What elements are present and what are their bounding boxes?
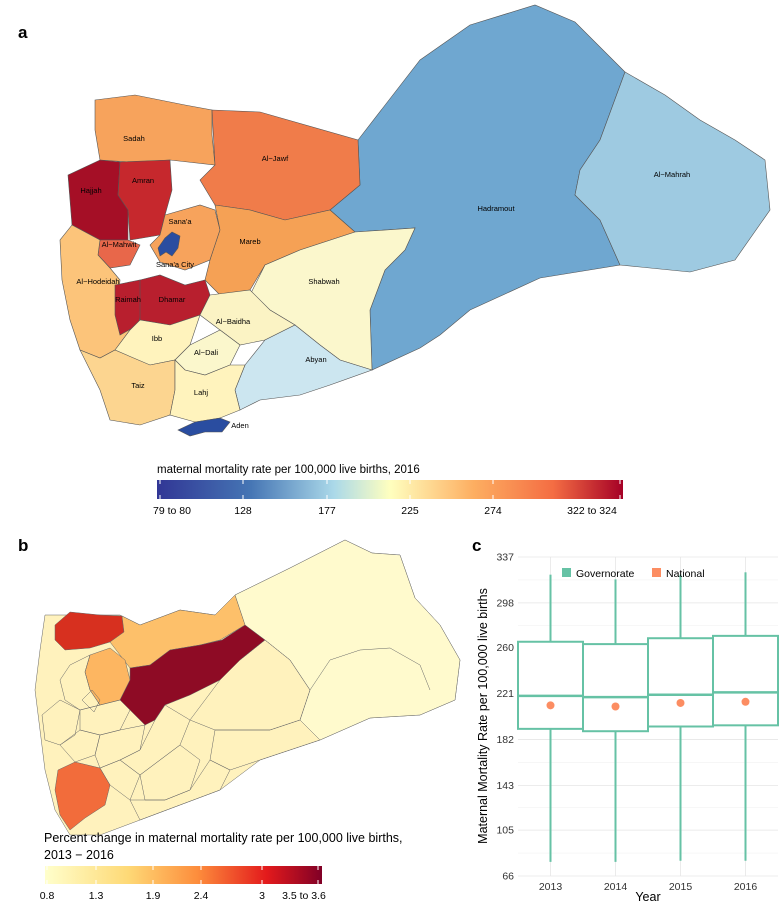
panel-a-label: a xyxy=(18,23,28,42)
legend-b-tick: 1.9 xyxy=(146,890,161,902)
label-albaidha: Al−Baidha xyxy=(216,317,251,326)
label-almahrah: Al−Mahrah xyxy=(654,170,690,179)
legend-b-subtitle: 2013 − 2016 xyxy=(44,848,114,862)
label-taiz: Taiz xyxy=(131,381,145,390)
plot-c-boxes xyxy=(517,572,779,862)
national-point xyxy=(611,702,620,711)
map-b-borders xyxy=(41,639,431,821)
national-point xyxy=(741,697,750,706)
label-aldali: Al−Dali xyxy=(194,348,218,357)
region-sanaa[interactable] xyxy=(149,204,221,271)
legend-b-tick: 3 xyxy=(259,890,265,902)
legend-b-tick: 2.4 xyxy=(194,890,209,902)
legend-governorate-label: Governorate xyxy=(576,568,635,580)
plot-c-x-tick-labels: 2013 2014 2015 2016 xyxy=(539,881,758,893)
plot-c-legend: Governorate National xyxy=(562,568,705,580)
y-tick-label: 221 xyxy=(496,688,514,700)
label-dhamar: Dhamar xyxy=(159,295,186,304)
x-tick-label: 2015 xyxy=(669,881,693,893)
y-tick-label: 260 xyxy=(496,642,514,654)
legend-a-tick: 177 xyxy=(318,505,336,517)
label-alhodeidah: Al−Hodeidah xyxy=(76,277,119,286)
label-amran: Amran xyxy=(132,176,154,185)
legend-b-title: Percent change in maternal mortality rat… xyxy=(44,831,403,845)
national-point xyxy=(676,698,685,707)
region-sanaacity[interactable] xyxy=(157,231,181,257)
label-lahj: Lahj xyxy=(194,388,209,397)
plot-c-national-points xyxy=(546,697,750,711)
legend-governorate-key xyxy=(562,568,571,577)
panel-b-label: b xyxy=(18,536,28,555)
plot-c-y-axis-title: Maternal Mortality Rate per 100,000 live… xyxy=(476,588,490,844)
region-lahj[interactable] xyxy=(169,359,246,423)
label-hadramout: Hadramout xyxy=(477,204,515,213)
x-tick-label: 2014 xyxy=(604,881,628,893)
legend-national-key xyxy=(652,568,661,577)
label-almahwit: Al−Mahwit xyxy=(102,240,138,249)
box-iqr xyxy=(712,634,779,727)
label-ibb: Ibb xyxy=(152,334,162,343)
legend-b-ticks xyxy=(46,866,319,884)
legend-national-label: National xyxy=(666,568,705,580)
map-a-region-labels: Sadah Al−Jawf Hajjah Amran Sana'a Al−Mah… xyxy=(76,134,690,430)
y-tick-label: 182 xyxy=(496,734,514,746)
region-abyan[interactable] xyxy=(234,324,373,411)
box-iqr xyxy=(647,637,714,728)
y-tick-label: 143 xyxy=(496,780,514,792)
legend-a-ticks xyxy=(159,480,621,499)
legend-a-tick: 225 xyxy=(401,505,419,517)
region-aljawf[interactable] xyxy=(199,109,361,221)
panel-a: a xyxy=(18,4,771,517)
label-sadah: Sadah xyxy=(123,134,145,143)
legend-a: maternal mortality rate per 100,000 live… xyxy=(153,464,623,517)
y-tick-label: 298 xyxy=(496,597,514,609)
x-tick-label: 2013 xyxy=(539,881,563,893)
legend-b-tick: 0.8 xyxy=(40,890,55,902)
box-iqr xyxy=(582,643,649,733)
legend-b: Percent change in maternal mortality rat… xyxy=(40,831,403,902)
label-shabwah: Shabwah xyxy=(308,277,339,286)
region-sadah[interactable] xyxy=(94,94,216,166)
legend-a-tick: 79 to 80 xyxy=(153,505,191,517)
label-hajjah: Hajjah xyxy=(80,186,101,195)
legend-b-colorbar xyxy=(45,866,322,884)
national-point xyxy=(546,701,555,710)
legend-a-colorbar xyxy=(157,480,623,499)
legend-b-tick-labels: 0.8 1.3 1.9 2.4 3 3.5 to 3.6 xyxy=(40,890,326,902)
map-b xyxy=(34,539,461,836)
label-sanaacity: Sana'a City xyxy=(156,260,194,269)
panel-b: b xyxy=(18,536,461,902)
legend-b-tick: 3.5 to 3.6 xyxy=(282,890,326,902)
region-aden[interactable] xyxy=(177,417,231,437)
y-tick-label: 66 xyxy=(502,871,514,883)
legend-a-tick: 128 xyxy=(234,505,252,517)
label-raimah: Raimah xyxy=(115,295,141,304)
label-abyan: Abyan xyxy=(305,355,326,364)
plot-c-y-tick-labels: 66 105 143 182 221 260 298 337 xyxy=(496,552,514,883)
legend-b-tick: 1.3 xyxy=(89,890,104,902)
map-a xyxy=(59,4,771,437)
label-mareb: Mareb xyxy=(239,237,260,246)
label-sanaa: Sana'a xyxy=(168,217,192,226)
region-almahrah[interactable] xyxy=(574,71,771,273)
y-tick-label: 105 xyxy=(496,825,514,837)
x-tick-label: 2016 xyxy=(734,881,758,893)
legend-a-tick: 274 xyxy=(484,505,502,517)
region-b-taiz xyxy=(54,761,111,831)
label-aljawf: Al−Jawf xyxy=(262,154,289,163)
legend-a-title: maternal mortality rate per 100,000 live… xyxy=(157,464,420,476)
plot-c-x-axis-title: Year xyxy=(635,890,660,904)
legend-a-tick-labels: 79 to 80 128 177 225 274 322 to 324 xyxy=(153,505,617,517)
label-aden: Aden xyxy=(231,421,249,430)
panel-c-label: c xyxy=(472,536,481,555)
legend-a-tick: 322 to 324 xyxy=(567,505,617,517)
box-iqr xyxy=(517,640,584,730)
region-hajjah[interactable] xyxy=(67,159,129,241)
y-tick-label: 337 xyxy=(496,552,514,564)
